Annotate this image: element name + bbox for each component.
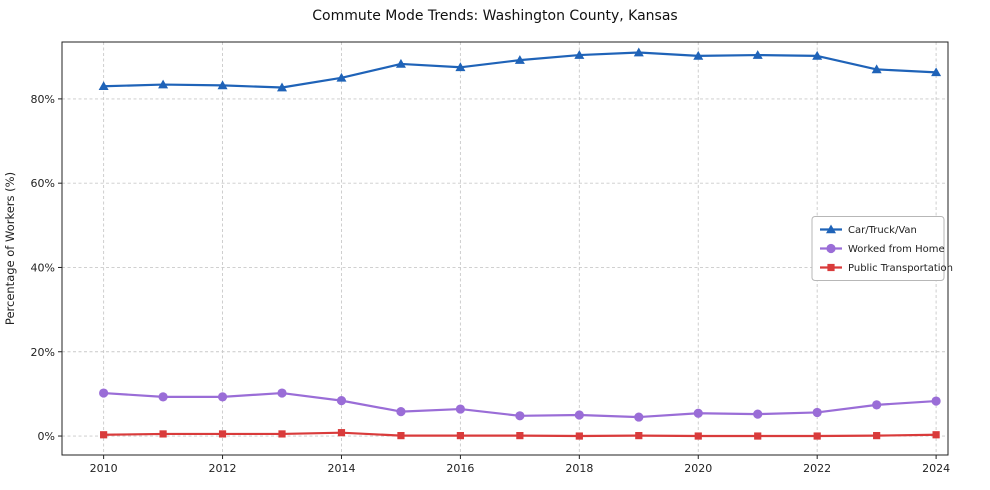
x-tick-label: 2012 <box>209 462 237 475</box>
x-tick-label: 2014 <box>327 462 355 475</box>
y-axis-label: Percentage of Workers (%) <box>3 172 17 325</box>
legend-label: Public Transportation <box>848 263 953 274</box>
x-tick-label: 2022 <box>803 462 831 475</box>
x-tick-label: 2016 <box>446 462 474 475</box>
y-tick-label: 40% <box>31 261 55 274</box>
x-tick-label: 2010 <box>90 462 118 475</box>
legend: Car/Truck/Van Worked from Home Public Tran… <box>811 216 953 281</box>
series-public-transportation <box>100 429 940 440</box>
y-tick-label: 0% <box>38 430 55 443</box>
legend-label: Car/Truck/Van <box>848 225 917 236</box>
legend-label: Worked from Home <box>848 244 945 255</box>
x-tick-label: 2020 <box>684 462 712 475</box>
plot-border <box>61 41 949 456</box>
chart-title: Commute Mode Trends: Washington County, … <box>312 8 678 24</box>
legend-item: Worked from Home <box>820 243 945 255</box>
series-worked-from-home <box>99 388 941 422</box>
legend-item: Public Transportation <box>820 263 953 274</box>
series-car-truck-van <box>98 47 942 92</box>
y-tick-label: 60% <box>31 177 55 190</box>
x-tick-label: 2018 <box>565 462 593 475</box>
axis-ticks: 0% 20% 40% 60% 80% 2010 2012 2014 2016 2018 2020 20… <box>31 93 951 475</box>
y-tick-label: 20% <box>31 346 55 359</box>
x-tick-label: 2024 <box>922 462 950 475</box>
legend-item: Car/Truck/Van <box>820 224 917 236</box>
y-tick-label: 80% <box>31 93 55 106</box>
